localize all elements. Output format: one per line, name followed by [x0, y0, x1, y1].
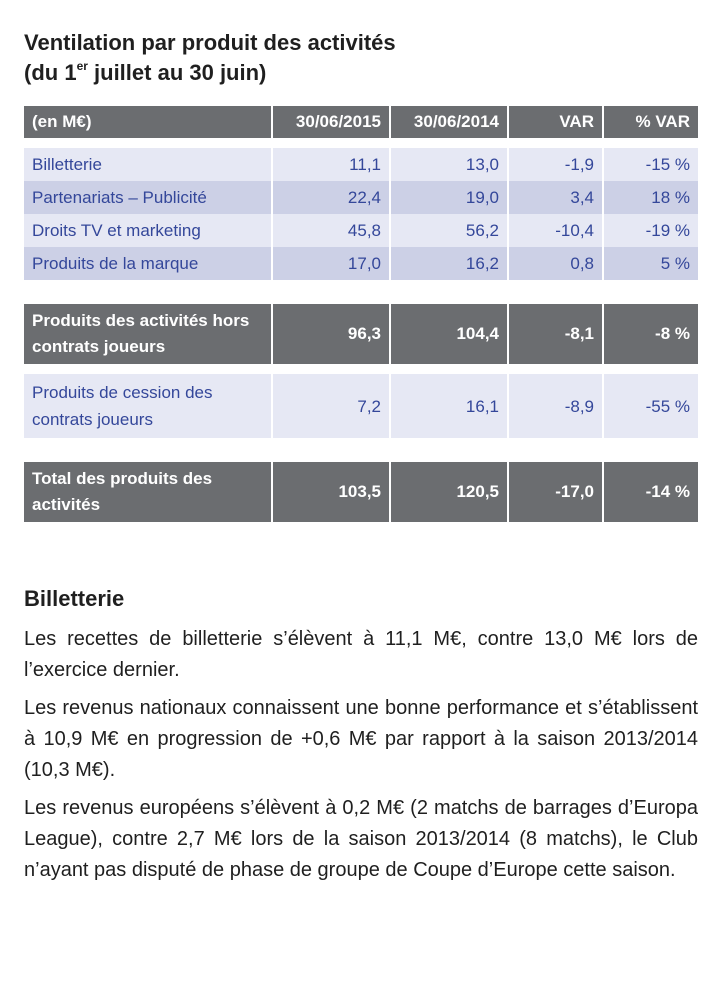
row-value-2014: 19,0	[390, 181, 509, 214]
row-var: -1,9	[508, 148, 604, 181]
header-pct-var: % VAR	[603, 106, 698, 138]
total-row: Total des produits des activités 103,5 1…	[24, 462, 698, 522]
row-pct-var: 5 %	[603, 247, 698, 280]
subtotal-2014: 104,4	[390, 304, 509, 364]
section-body: Les recettes de billetterie s’élèvent à …	[24, 624, 698, 893]
player-sales-2014: 16,1	[390, 374, 509, 438]
player-sales-pct-var: -55 %	[603, 374, 698, 438]
total-2014: 120,5	[390, 462, 509, 522]
table-row: Billetterie 11,1 13,0 -1,9 -15 %	[24, 148, 698, 181]
player-sales-var: -8,9	[508, 374, 604, 438]
row-value-2014: 16,2	[390, 247, 509, 280]
subtotal-2015: 96,3	[272, 304, 391, 364]
total-label: Total des produits des activités	[24, 462, 273, 522]
table-header-row: (en M€) 30/06/2015 30/06/2014 VAR % VAR	[24, 106, 698, 138]
row-value-2015: 22,4	[272, 181, 391, 214]
total-pct-var: -14 %	[603, 462, 698, 522]
row-pct-var: -19 %	[603, 214, 698, 247]
paragraph: Les revenus nationaux connaissent une bo…	[24, 697, 698, 781]
paragraph: Les revenus européens s’élèvent à 0,2 M€…	[24, 797, 698, 881]
row-pct-var: 18 %	[603, 181, 698, 214]
row-label: Partenariats – Publicité	[24, 181, 273, 214]
total-var: -17,0	[508, 462, 604, 522]
row-value-2014: 13,0	[390, 148, 509, 181]
row-value-2015: 11,1	[272, 148, 391, 181]
subtotal-var: -8,1	[508, 304, 604, 364]
row-var: 3,4	[508, 181, 604, 214]
title-line-2-end: juillet au 30 juin)	[87, 60, 267, 85]
table-title: Ventilation par produit des activités (d…	[24, 28, 704, 88]
player-sales-2015: 7,2	[272, 374, 391, 438]
player-sales-label: Produits de cession des contrats joueurs	[24, 374, 273, 438]
table-row: Partenariats – Publicité 22,4 19,0 3,4 1…	[24, 181, 698, 214]
row-value-2014: 56,2	[390, 214, 509, 247]
paragraph: Les recettes de billetterie s’élèvent à …	[24, 628, 698, 681]
row-label: Billetterie	[24, 148, 273, 181]
title-superscript: er	[76, 58, 88, 73]
row-var: -10,4	[508, 214, 604, 247]
section-heading: Billetterie	[24, 586, 125, 611]
header-var: VAR	[508, 106, 604, 138]
row-label: Droits TV et marketing	[24, 214, 273, 247]
header-2015: 30/06/2015	[272, 106, 391, 138]
row-value-2015: 17,0	[272, 247, 391, 280]
total-2015: 103,5	[272, 462, 391, 522]
title-line-1: Ventilation par produit des activités	[24, 30, 396, 55]
row-label: Produits de la marque	[24, 247, 273, 280]
subtotal-row: Produits des activités hors contrats jou…	[24, 304, 698, 364]
subtotal-label: Produits des activités hors contrats jou…	[24, 304, 273, 364]
revenue-table: (en M€) 30/06/2015 30/06/2014 VAR % VAR …	[24, 106, 698, 522]
header-2014: 30/06/2014	[390, 106, 509, 138]
row-value-2015: 45,8	[272, 214, 391, 247]
table-row: Produits de la marque 17,0 16,2 0,8 5 %	[24, 247, 698, 280]
subtotal-pct-var: -8 %	[603, 304, 698, 364]
title-line-2: (du 1er juillet au 30 juin)	[24, 58, 704, 88]
player-sales-row: Produits de cession des contrats joueurs…	[24, 374, 698, 438]
table-row: Droits TV et marketing 45,8 56,2 -10,4 -…	[24, 214, 698, 247]
title-line-2-start: (du 1	[24, 60, 77, 85]
header-unit: (en M€)	[24, 106, 273, 138]
row-pct-var: -15 %	[603, 148, 698, 181]
row-var: 0,8	[508, 247, 604, 280]
